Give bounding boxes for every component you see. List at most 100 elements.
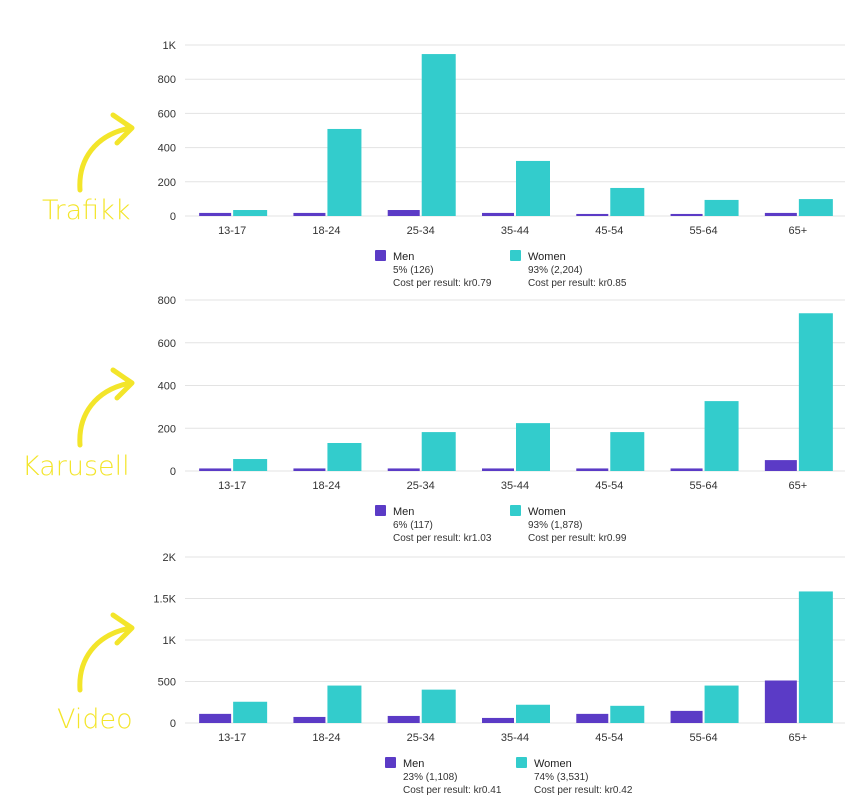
y-tick-label: 200 — [158, 177, 176, 189]
x-tick-label: 45-54 — [595, 225, 623, 237]
y-tick-label: 1K — [163, 635, 177, 647]
legend-cost: Cost per result: kr1.03 — [393, 533, 492, 544]
y-tick-label: 400 — [158, 381, 176, 393]
x-tick-label: 65+ — [789, 732, 808, 744]
chart-video: 0 500 1K 1.5K 2K 13-17 18-24 25-34 35-44 45-54 55-… — [57, 552, 845, 796]
bar-men-13-17 — [199, 212, 232, 216]
bar-men-18-24 — [293, 716, 326, 723]
legend-swatch-men — [375, 505, 386, 516]
chart-karusell: 0 200 400 600 800 13-17 18-24 25-34 35-44 45-54 55… — [22, 295, 845, 544]
bar-men-55-64 — [670, 213, 703, 216]
legend-cost: Cost per result: kr0.79 — [393, 278, 492, 289]
y-tick-label: 0 — [170, 466, 176, 478]
legend-label: Women — [528, 506, 566, 518]
bar-men-55-64 — [670, 710, 703, 723]
bar-men-35-44 — [482, 717, 514, 723]
bar-men-65+ — [764, 212, 797, 216]
x-tick-label: 13-17 — [218, 732, 246, 744]
x-tick-label: 45-54 — [595, 480, 623, 492]
legend-swatch-men — [375, 250, 386, 261]
x-tick-label: 18-24 — [312, 225, 340, 237]
bar-women-25-34 — [421, 689, 456, 723]
bar-women-35-44 — [516, 704, 550, 723]
y-tick-label: 800 — [158, 74, 176, 86]
bar-men-25-34 — [387, 210, 420, 216]
legend-swatch-women — [510, 250, 521, 261]
bar-women-55-64 — [704, 401, 739, 471]
annotation-label: Trafikk — [42, 195, 130, 226]
bar-men-45-54 — [576, 713, 609, 723]
bar-women-13-17 — [233, 210, 268, 216]
chart-trafikk: 0 200 400 600 800 1K 13-17 18-24 25-34 35-44 45-54… — [42, 40, 845, 289]
x-tick-label: 13-17 — [218, 225, 246, 237]
legend-cost: Cost per result: kr0.42 — [534, 785, 633, 796]
bar-men-25-34 — [387, 468, 420, 471]
arrowhead-icon — [110, 612, 135, 646]
y-tick-label: 200 — [158, 423, 176, 435]
bar-women-18-24 — [327, 685, 362, 723]
legend-swatch-men — [385, 757, 396, 768]
bar-women-45-54 — [610, 705, 645, 723]
legend-swatch-women — [510, 505, 521, 516]
legend-swatch-women — [516, 757, 527, 768]
x-tick-label: 18-24 — [312, 480, 340, 492]
bar-men-18-24 — [293, 468, 326, 471]
legend-cost: Cost per result: kr0.99 — [528, 533, 627, 544]
arrow-icon — [77, 625, 133, 693]
bar-women-45-54 — [610, 187, 645, 216]
x-tick-label: 35-44 — [501, 732, 529, 744]
x-tick-label: 55-64 — [690, 732, 718, 744]
arrowhead-icon — [110, 112, 135, 146]
legend-label: Men — [393, 251, 414, 263]
bar-women-65+ — [798, 591, 833, 723]
plot-area: 0 200 400 600 800 13-17 18-24 25-34 35-44 45-54 55… — [158, 295, 845, 492]
x-tick-label: 45-54 — [595, 732, 623, 744]
annotation-label: Video — [57, 704, 133, 735]
plot-area: 0 200 400 600 800 1K 13-17 18-24 25-34 35-44 45-54… — [158, 40, 845, 237]
y-tick-label: 1.5K — [153, 594, 176, 606]
x-tick-label: 18-24 — [312, 732, 340, 744]
bar-women-13-17 — [233, 701, 268, 723]
bar-women-25-34 — [421, 432, 456, 471]
bar-men-55-64 — [670, 468, 703, 471]
legend-label: Women — [528, 251, 566, 263]
x-tick-label: 55-64 — [690, 225, 718, 237]
legend-summary: 6% (117) — [393, 520, 433, 531]
x-tick-label: 65+ — [789, 480, 808, 492]
bar-women-65+ — [798, 199, 833, 216]
legend-summary: 74% (3,531) — [534, 772, 588, 783]
bar-men-45-54 — [576, 468, 609, 471]
bar-women-18-24 — [327, 442, 362, 471]
bar-women-55-64 — [704, 685, 739, 723]
bar-women-25-34 — [421, 54, 456, 216]
bar-women-45-54 — [610, 432, 645, 471]
bar-men-13-17 — [199, 713, 232, 723]
bar-women-35-44 — [516, 160, 550, 216]
arrow-icon — [77, 380, 133, 448]
y-tick-label: 800 — [158, 295, 176, 307]
y-tick-label: 2K — [163, 552, 177, 564]
y-tick-label: 600 — [158, 108, 176, 120]
legend-label: Women — [534, 758, 572, 770]
arrowhead-icon — [110, 367, 135, 401]
legend-summary: 5% (126) — [393, 265, 434, 276]
bar-men-35-44 — [482, 468, 514, 471]
y-tick-label: 0 — [170, 718, 176, 730]
bar-women-13-17 — [233, 459, 268, 471]
legend-summary: 93% (1,878) — [528, 520, 582, 531]
bar-men-35-44 — [482, 212, 514, 216]
arrow-icon — [77, 125, 133, 193]
y-tick-label: 500 — [158, 677, 176, 689]
bar-men-45-54 — [576, 213, 609, 216]
x-tick-label: 25-34 — [407, 732, 435, 744]
bar-men-65+ — [764, 680, 797, 723]
bar-men-25-34 — [387, 715, 420, 723]
y-tick-label: 1K — [163, 40, 177, 52]
x-tick-label: 65+ — [789, 225, 808, 237]
x-tick-label: 25-34 — [407, 480, 435, 492]
legend-label: Men — [403, 758, 424, 770]
bar-women-35-44 — [516, 423, 550, 471]
plot-area: 0 500 1K 1.5K 2K 13-17 18-24 25-34 35-44 45-54 55-… — [153, 552, 845, 744]
y-tick-label: 400 — [158, 143, 176, 155]
